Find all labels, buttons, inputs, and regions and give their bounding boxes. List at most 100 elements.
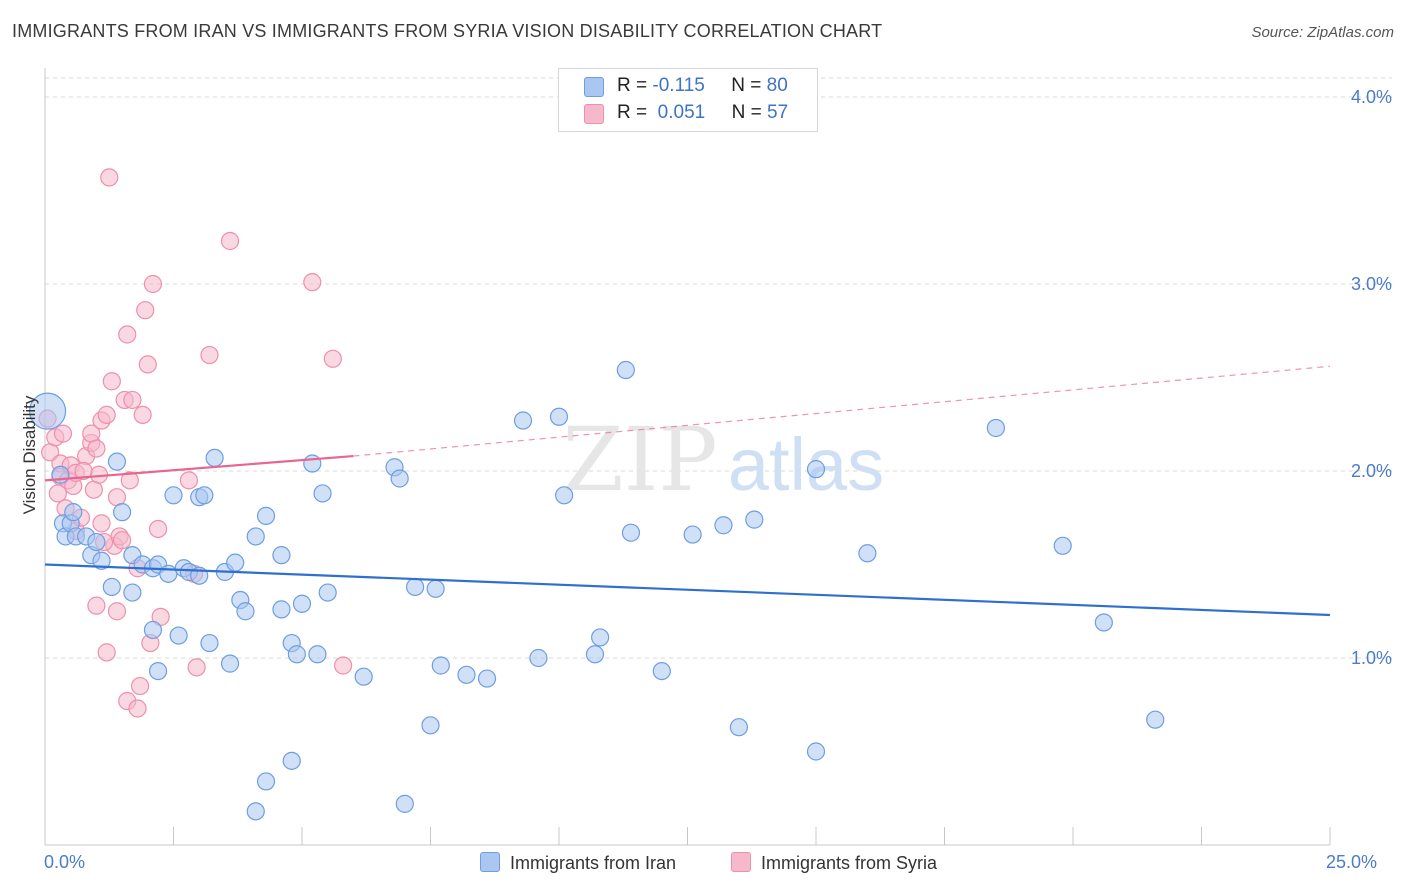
legend-n-label: N = [731, 102, 762, 123]
iran-point [591, 628, 610, 647]
legend-n-label: N = [731, 75, 762, 96]
syria-point [97, 405, 116, 424]
iran-point [585, 645, 605, 664]
syria-point [118, 325, 137, 344]
iran-point [236, 602, 255, 621]
syria-point [107, 602, 127, 621]
legend-r-value: 0.051 [657, 102, 706, 123]
iran-point [64, 503, 83, 522]
y-tick-label: 3.0% [1351, 274, 1392, 294]
iran-point [220, 654, 240, 673]
iran-point [92, 551, 111, 570]
syria-point [187, 658, 206, 677]
legend-swatch-iran [584, 77, 604, 97]
y-tick-label: 4.0% [1351, 87, 1392, 107]
trend-line-syria [44, 454, 354, 482]
iran-point [858, 544, 877, 563]
iran-point [169, 626, 188, 645]
iran-point [806, 742, 826, 761]
iran-point [457, 665, 476, 684]
iran-point [683, 525, 702, 544]
source-label: Source: ZipAtlas.com [1251, 24, 1394, 41]
iran-point [256, 772, 276, 791]
iran-point [513, 411, 533, 430]
syria-point [74, 461, 93, 481]
iran-point [1053, 536, 1072, 555]
iran-point [246, 802, 265, 821]
trend-lines [44, 365, 1331, 617]
iran-point [107, 452, 127, 471]
iran-point [112, 503, 132, 522]
iran-point [652, 661, 671, 681]
iran-point [148, 661, 168, 681]
legend-r-label: R = [617, 75, 648, 96]
syria-point [179, 471, 199, 490]
y-tick-labels: 1.0% 2.0% 3.0% 4.0% [1351, 87, 1392, 668]
syria-point [303, 273, 322, 292]
iran-point [318, 583, 337, 602]
iran-point [986, 418, 1006, 438]
legend-swatch-syria [584, 104, 604, 124]
syria-point [120, 471, 139, 490]
bottom-legend-label-iran: Immigrants from Iran [510, 853, 677, 873]
syria-point [53, 424, 73, 443]
iran-point [195, 486, 214, 505]
iran-point [477, 669, 497, 688]
legend-r-label: R = [617, 102, 648, 123]
iran-point [28, 392, 67, 430]
syria-point [148, 519, 168, 539]
iran-point [256, 506, 276, 525]
iran-point [308, 645, 327, 664]
syria-point [97, 643, 116, 662]
iran-point [616, 360, 635, 380]
iran-point [529, 648, 548, 668]
iran-point [729, 718, 749, 737]
iran-point [555, 486, 574, 505]
watermark: ZIP atlas [562, 408, 884, 511]
syria-point [128, 699, 147, 718]
iran-point [287, 645, 306, 664]
syria-point [143, 274, 163, 294]
trend-line-iran [44, 563, 1331, 617]
iran-point [102, 577, 121, 597]
iran-point [390, 469, 409, 488]
syria-point [100, 168, 119, 187]
syria-point [133, 405, 152, 424]
iran-point [431, 656, 450, 675]
iran-point [405, 577, 425, 597]
syria-point [138, 355, 157, 374]
iran-point [87, 532, 106, 552]
iran-point [714, 516, 733, 535]
syria-point [87, 596, 106, 615]
syria-point [136, 301, 155, 320]
y-tick-label: 1.0% [1351, 648, 1392, 668]
syria-point [130, 676, 150, 696]
iran-point [164, 486, 183, 505]
iran-point [303, 454, 322, 473]
iran-point [246, 527, 265, 546]
chart-title: IMMIGRANTS FROM IRAN VS IMMIGRANTS FROM … [12, 21, 883, 41]
iran-point [159, 564, 178, 583]
watermark-atlas: atlas [728, 423, 884, 506]
syria-point [334, 656, 353, 675]
iran-point [272, 546, 291, 565]
iran-point [395, 794, 414, 813]
iran-point [282, 751, 301, 770]
iran-point [123, 583, 142, 602]
iran-point [354, 667, 373, 686]
iran-point [143, 620, 163, 640]
series-syria-points [38, 168, 353, 718]
watermark-zip: ZIP [562, 408, 717, 511]
iran-point [1094, 613, 1113, 632]
iran-point [272, 600, 291, 619]
iran-point [421, 716, 440, 735]
iran-point [292, 594, 312, 613]
iran-point [549, 407, 569, 426]
syria-point [200, 345, 219, 365]
syria-point [323, 349, 342, 368]
iran-point [806, 460, 826, 479]
bottom-legend-swatch-syria [731, 852, 751, 872]
iran-point [1146, 710, 1165, 729]
syria-point [112, 531, 132, 550]
